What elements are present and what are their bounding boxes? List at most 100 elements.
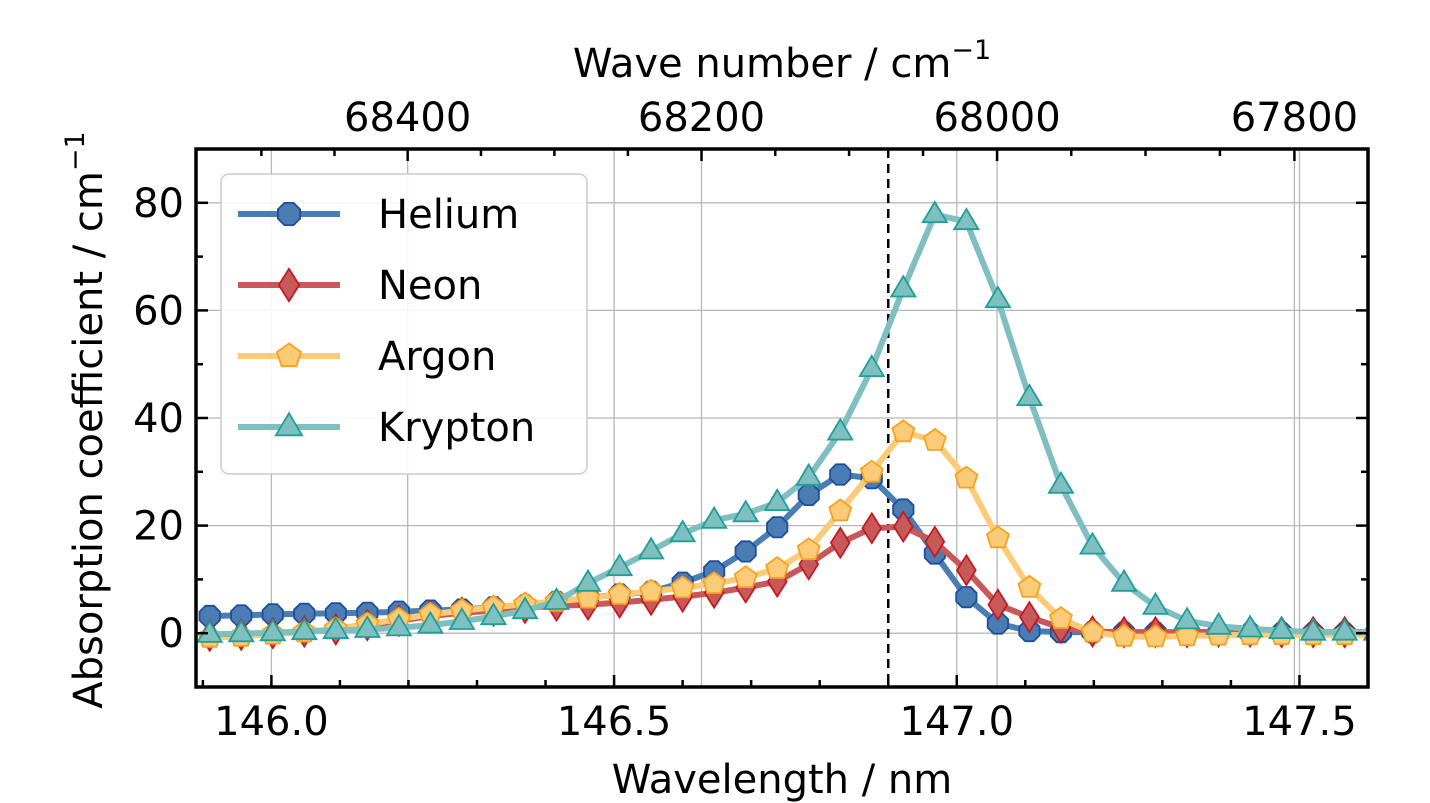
point-krypton-6: [385, 613, 413, 637]
point-argon-26: [1017, 574, 1042, 598]
x2-axis-label-main: Wave number / cm: [573, 41, 951, 87]
tick-marks: [196, 147, 1370, 689]
point-argon-24: [954, 465, 979, 489]
point-krypton-21: [858, 354, 886, 378]
point-helium-19: [797, 483, 820, 507]
point-argon-16: [702, 571, 727, 594]
y-tick-label: 0: [159, 611, 184, 657]
y-tick-label: 60: [133, 288, 184, 334]
point-krypton-5: [353, 615, 381, 638]
point-krypton-19: [795, 462, 823, 486]
point-argon-20: [828, 498, 853, 522]
y-tick-label: 20: [133, 504, 184, 550]
point-neon-21: [861, 511, 883, 545]
x2-axis-label: Wave number / cm−1: [573, 35, 991, 87]
point-krypton-20: [826, 417, 854, 441]
legend-swatch-marker: [277, 267, 301, 303]
point-krypton-8: [448, 606, 476, 630]
point-helium-17: [734, 540, 757, 563]
point-krypton-27: [1047, 470, 1075, 494]
point-neon-25: [987, 588, 1009, 622]
point-krypton-29: [1110, 568, 1138, 592]
point-helium-18: [766, 516, 789, 539]
point-argon-28: [1080, 619, 1105, 643]
x-axis-label: Wavelength / nm: [612, 757, 953, 803]
point-krypton-10: [511, 596, 539, 620]
point-krypton-12: [574, 568, 602, 592]
point-argon-13: [607, 581, 632, 605]
x2-tick-label: 68000: [933, 95, 1060, 141]
point-krypton-15: [669, 519, 697, 543]
point-neon-26: [1019, 600, 1040, 634]
point-krypton-35: [1299, 617, 1327, 641]
point-argon-19: [796, 537, 821, 561]
point-krypton-13: [605, 553, 634, 577]
point-argon-18: [765, 555, 790, 579]
y-axis-label-sup: −1: [60, 131, 91, 171]
legend-label: Neon: [378, 263, 482, 309]
point-krypton-14: [637, 536, 665, 560]
point-argon-15: [670, 575, 695, 599]
y-axis-label-main: Absorption coefficient / cm: [66, 171, 112, 709]
point-krypton-33: [1236, 614, 1264, 638]
point-argon-12: [576, 585, 601, 609]
legend: Helium Neon Argon Krypton: [220, 173, 588, 475]
point-krypton-22: [889, 274, 917, 298]
point-krypton-25: [984, 285, 1012, 309]
legend-label: Argon: [378, 334, 496, 380]
point-krypton-4: [322, 616, 350, 639]
point-argon-21: [859, 459, 884, 483]
legend-label: Helium: [378, 192, 519, 238]
y-tick-label: 80: [133, 181, 184, 227]
x2-tick-label: 68200: [638, 95, 765, 141]
y-tick-label: 40: [133, 396, 184, 442]
legend-item-krypton: Krypton: [238, 405, 535, 451]
point-krypton-30: [1141, 591, 1170, 615]
point-argon-31: [1175, 623, 1200, 647]
point-krypton-26: [1015, 383, 1043, 407]
point-krypton-16: [700, 505, 728, 529]
point-krypton-11: [542, 587, 571, 610]
legend-item-helium: Helium: [238, 192, 519, 238]
point-krypton-36: [1331, 617, 1359, 641]
legend-item-argon: Argon: [238, 334, 496, 380]
x-tick-label: 146.5: [557, 699, 672, 745]
x-tick-label: 146.0: [214, 699, 329, 745]
legend-swatch-marker: [275, 342, 303, 368]
point-krypton-1: [227, 619, 255, 643]
point-neon-23: [924, 525, 946, 559]
point-argon-27: [1048, 605, 1073, 629]
legend-label: Krypton: [378, 405, 535, 451]
x2-tick-label: 67800: [1231, 95, 1358, 141]
legend-box: [220, 173, 588, 475]
point-helium-24: [955, 586, 978, 609]
point-krypton-28: [1078, 531, 1107, 555]
point-argon-23: [922, 427, 947, 451]
point-neon-20: [829, 526, 851, 560]
point-argon-17: [733, 565, 758, 588]
point-krypton-24: [952, 207, 980, 231]
x2-axis-label-sup: −1: [951, 35, 991, 66]
point-krypton-2: [259, 618, 287, 642]
point-argon-25: [985, 525, 1010, 549]
point-argon-30: [1143, 624, 1168, 648]
series-krypton: [196, 200, 1368, 643]
y-axis-label: Absorption coefficient / cm−1: [60, 131, 112, 708]
point-argon-14: [639, 578, 664, 602]
point-argon-29: [1111, 623, 1137, 647]
tick-labels: 146.0 146.5 147.0 147.5 68400 68200 68000 67800…: [133, 95, 1358, 745]
point-krypton-17: [732, 499, 760, 523]
point-helium-20: [829, 463, 852, 486]
point-krypton-32: [1205, 611, 1233, 635]
x-tick-label: 147.5: [1242, 699, 1357, 745]
legend-swatch-marker: [274, 411, 304, 437]
point-krypton-31: [1173, 606, 1201, 630]
x2-tick-label: 68400: [344, 95, 471, 141]
legend-item-neon: Neon: [238, 263, 482, 309]
legend-swatch-marker: [276, 201, 302, 227]
point-argon-22: [891, 419, 916, 443]
point-helium-25: [986, 612, 1009, 635]
point-krypton-3: [290, 617, 318, 641]
point-krypton-9: [479, 602, 508, 625]
